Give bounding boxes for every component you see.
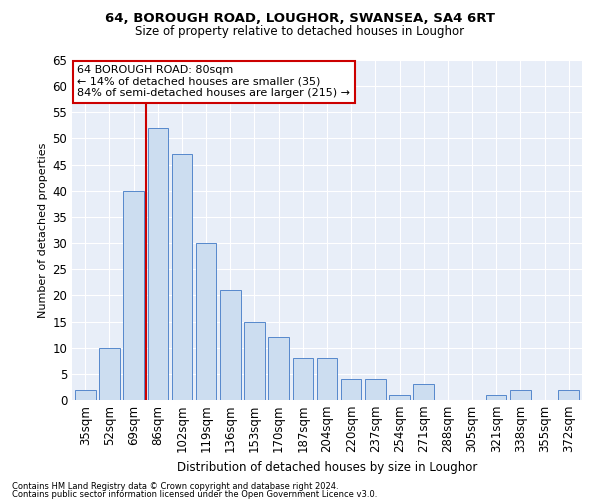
Bar: [244, 322, 265, 400]
Bar: [172, 154, 192, 400]
Bar: [99, 348, 120, 400]
Bar: [510, 390, 530, 400]
Bar: [75, 390, 95, 400]
Bar: [196, 243, 217, 400]
Bar: [148, 128, 168, 400]
Bar: [293, 358, 313, 400]
Bar: [365, 379, 386, 400]
Bar: [268, 337, 289, 400]
Text: 64, BOROUGH ROAD, LOUGHOR, SWANSEA, SA4 6RT: 64, BOROUGH ROAD, LOUGHOR, SWANSEA, SA4 …: [105, 12, 495, 26]
Bar: [413, 384, 434, 400]
Text: 64 BOROUGH ROAD: 80sqm
← 14% of detached houses are smaller (35)
84% of semi-det: 64 BOROUGH ROAD: 80sqm ← 14% of detached…: [77, 65, 350, 98]
Bar: [317, 358, 337, 400]
Y-axis label: Number of detached properties: Number of detached properties: [38, 142, 48, 318]
Text: Contains public sector information licensed under the Open Government Licence v3: Contains public sector information licen…: [12, 490, 377, 499]
Bar: [559, 390, 579, 400]
Bar: [341, 379, 361, 400]
X-axis label: Distribution of detached houses by size in Loughor: Distribution of detached houses by size …: [177, 461, 477, 474]
Text: Size of property relative to detached houses in Loughor: Size of property relative to detached ho…: [136, 25, 464, 38]
Text: Contains HM Land Registry data © Crown copyright and database right 2024.: Contains HM Land Registry data © Crown c…: [12, 482, 338, 491]
Bar: [124, 191, 144, 400]
Bar: [389, 395, 410, 400]
Bar: [486, 395, 506, 400]
Bar: [220, 290, 241, 400]
